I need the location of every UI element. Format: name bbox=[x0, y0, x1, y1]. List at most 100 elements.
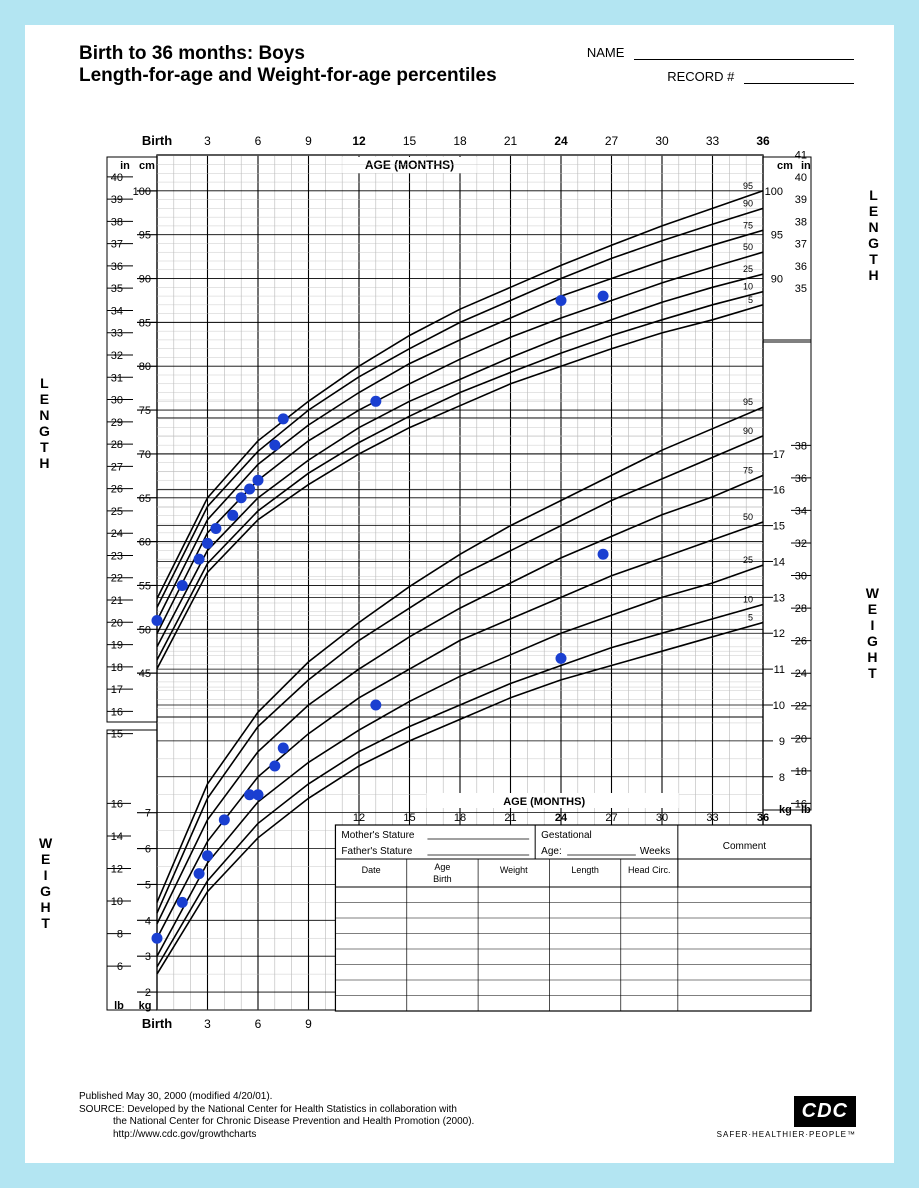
svg-text:14: 14 bbox=[773, 556, 785, 568]
svg-text:90: 90 bbox=[771, 274, 783, 286]
svg-text:Age: Age bbox=[434, 862, 450, 872]
svg-text:Gestational: Gestational bbox=[541, 830, 592, 841]
svg-text:100: 100 bbox=[133, 186, 151, 198]
name-blank-line[interactable] bbox=[634, 47, 854, 60]
svg-text:26: 26 bbox=[111, 484, 123, 496]
svg-text:10: 10 bbox=[743, 282, 753, 292]
svg-text:80: 80 bbox=[139, 361, 151, 373]
svg-text:17: 17 bbox=[111, 684, 123, 696]
svg-text:18: 18 bbox=[111, 662, 123, 674]
svg-text:11: 11 bbox=[774, 664, 785, 676]
svg-text:Birth: Birth bbox=[142, 133, 172, 148]
svg-text:28: 28 bbox=[795, 603, 807, 615]
svg-text:10: 10 bbox=[111, 896, 123, 908]
svg-text:Weeks: Weeks bbox=[640, 846, 670, 857]
svg-text:60: 60 bbox=[139, 537, 151, 549]
weight-label-right: WEIGHT bbox=[866, 585, 882, 682]
footer-line2: SOURCE: Developed by the National Center… bbox=[79, 1104, 474, 1117]
svg-text:40: 40 bbox=[111, 172, 123, 184]
svg-text:14: 14 bbox=[111, 831, 123, 843]
svg-text:15: 15 bbox=[773, 521, 785, 533]
svg-text:8: 8 bbox=[779, 772, 785, 784]
svg-text:27: 27 bbox=[605, 812, 617, 824]
svg-text:55: 55 bbox=[139, 580, 151, 592]
svg-text:12: 12 bbox=[111, 864, 123, 876]
svg-text:18: 18 bbox=[795, 766, 807, 778]
svg-text:5: 5 bbox=[145, 879, 151, 891]
svg-text:32: 32 bbox=[795, 538, 807, 550]
svg-text:16: 16 bbox=[773, 485, 785, 497]
name-field: NAME bbox=[587, 45, 854, 60]
svg-text:cm: cm bbox=[139, 160, 155, 172]
svg-text:21: 21 bbox=[504, 812, 516, 824]
svg-text:30: 30 bbox=[655, 134, 669, 148]
svg-text:25: 25 bbox=[111, 506, 123, 518]
svg-text:38: 38 bbox=[795, 440, 807, 452]
record-blank-line[interactable] bbox=[744, 71, 854, 84]
svg-text:18: 18 bbox=[453, 134, 467, 148]
svg-text:2: 2 bbox=[145, 987, 151, 999]
svg-text:12: 12 bbox=[352, 134, 366, 148]
name-label: NAME bbox=[587, 45, 625, 60]
svg-text:95: 95 bbox=[743, 397, 753, 407]
svg-text:35: 35 bbox=[795, 283, 807, 295]
svg-text:32: 32 bbox=[111, 350, 123, 362]
svg-text:26: 26 bbox=[795, 636, 807, 648]
length-label-right: LENGTH bbox=[868, 187, 882, 284]
cdc-logo-box: CDC bbox=[794, 1096, 856, 1127]
svg-text:75: 75 bbox=[139, 405, 151, 417]
svg-text:24: 24 bbox=[795, 668, 807, 680]
svg-text:27: 27 bbox=[111, 461, 123, 473]
svg-text:10: 10 bbox=[773, 700, 785, 712]
svg-text:33: 33 bbox=[706, 134, 720, 148]
svg-text:34: 34 bbox=[795, 505, 807, 517]
record-label: RECORD # bbox=[667, 69, 734, 84]
svg-text:27: 27 bbox=[605, 134, 619, 148]
svg-text:Mother's Stature: Mother's Stature bbox=[341, 830, 414, 841]
svg-text:23: 23 bbox=[111, 550, 123, 562]
svg-text:24: 24 bbox=[555, 812, 568, 824]
svg-text:41: 41 bbox=[795, 150, 807, 162]
svg-text:25: 25 bbox=[743, 264, 753, 274]
svg-text:21: 21 bbox=[111, 595, 123, 607]
svg-text:kg: kg bbox=[779, 804, 792, 816]
svg-text:6: 6 bbox=[255, 1017, 262, 1031]
svg-text:24: 24 bbox=[111, 528, 123, 540]
svg-text:50: 50 bbox=[743, 242, 753, 252]
svg-text:lb: lb bbox=[114, 1000, 124, 1012]
svg-text:30: 30 bbox=[795, 571, 807, 583]
svg-text:90: 90 bbox=[139, 274, 151, 286]
svg-text:Birth: Birth bbox=[433, 874, 452, 884]
svg-text:10: 10 bbox=[743, 595, 753, 605]
svg-text:36: 36 bbox=[757, 812, 769, 824]
svg-text:45: 45 bbox=[139, 668, 151, 680]
svg-text:38: 38 bbox=[111, 216, 123, 228]
svg-text:20: 20 bbox=[111, 617, 123, 629]
svg-text:15: 15 bbox=[403, 812, 415, 824]
svg-text:16: 16 bbox=[111, 798, 123, 810]
svg-text:15: 15 bbox=[403, 134, 417, 148]
svg-text:90: 90 bbox=[743, 198, 753, 208]
svg-text:21: 21 bbox=[504, 134, 518, 148]
svg-text:6: 6 bbox=[117, 961, 123, 973]
svg-text:65: 65 bbox=[139, 493, 151, 505]
svg-text:36: 36 bbox=[756, 134, 770, 148]
svg-text:24: 24 bbox=[554, 134, 568, 148]
svg-text:3: 3 bbox=[204, 134, 211, 148]
svg-text:25: 25 bbox=[743, 555, 753, 565]
svg-text:cm: cm bbox=[777, 160, 793, 172]
svg-text:70: 70 bbox=[139, 449, 151, 461]
svg-text:6: 6 bbox=[255, 134, 262, 148]
svg-text:Length: Length bbox=[571, 865, 599, 875]
svg-text:Birth: Birth bbox=[142, 1016, 172, 1031]
svg-text:7: 7 bbox=[145, 808, 151, 820]
svg-text:36: 36 bbox=[795, 261, 807, 273]
footer-line4: http://www.cdc.gov/growthcharts bbox=[79, 1129, 474, 1142]
svg-text:Comment: Comment bbox=[723, 841, 767, 852]
svg-text:28: 28 bbox=[111, 439, 123, 451]
svg-text:38: 38 bbox=[795, 216, 807, 228]
svg-text:30: 30 bbox=[111, 395, 123, 407]
svg-text:50: 50 bbox=[139, 624, 151, 636]
svg-text:Head Circ.: Head Circ. bbox=[628, 865, 671, 875]
svg-text:13: 13 bbox=[773, 592, 785, 604]
